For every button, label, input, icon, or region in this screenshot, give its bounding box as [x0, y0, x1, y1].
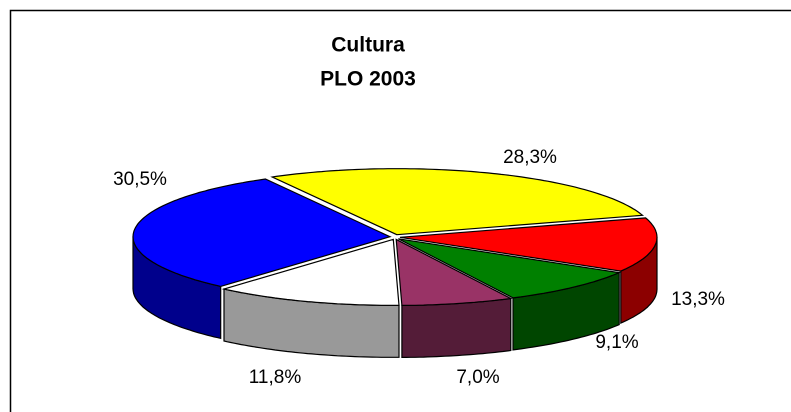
- slice-side: [401, 297, 512, 358]
- data-label: 13,3%: [671, 289, 725, 310]
- data-label: 11,8%: [249, 367, 302, 388]
- slice: [395, 238, 513, 306]
- slice: [270, 168, 645, 236]
- chart-title: Cultura: [331, 34, 405, 57]
- data-label: 9,1%: [595, 332, 638, 353]
- data-label: 30,5%: [113, 169, 167, 190]
- slice: [399, 217, 658, 272]
- data-label: 7,0%: [456, 367, 499, 388]
- chart-subtitle: PLO 2003: [320, 68, 416, 91]
- slice: [398, 238, 622, 299]
- data-label: 28,3%: [503, 147, 557, 168]
- slice: [221, 238, 400, 306]
- slice: [132, 178, 392, 288]
